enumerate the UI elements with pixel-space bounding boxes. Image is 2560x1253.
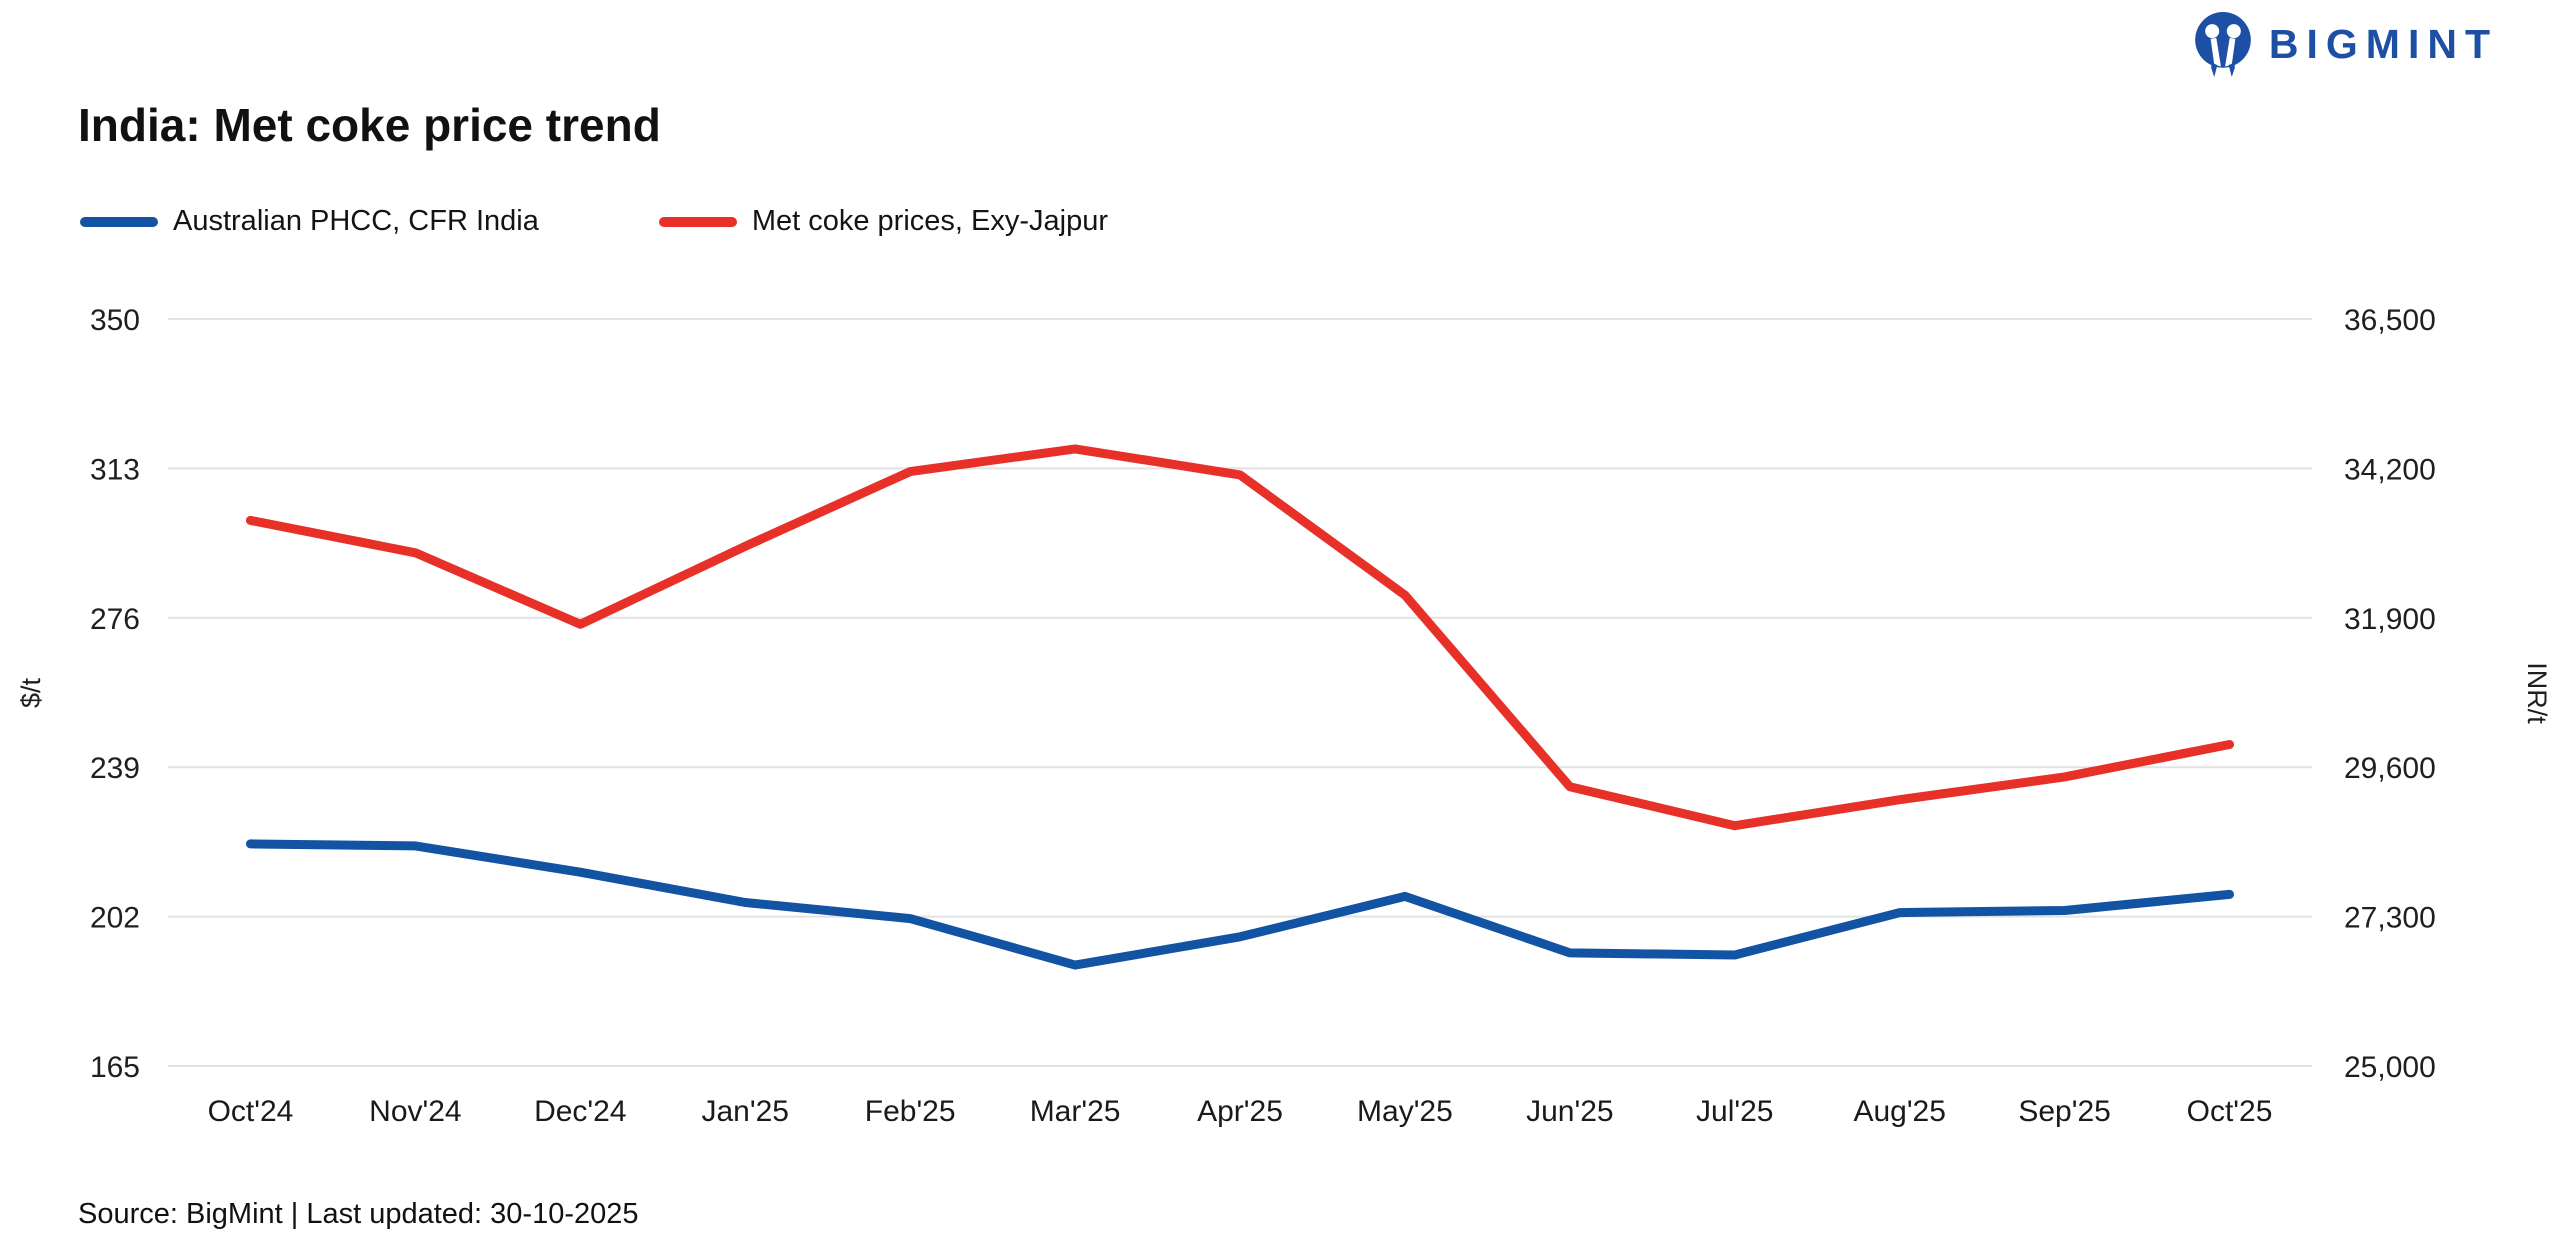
y-axis-tick-left: 313 [90,453,140,486]
x-axis-tick: Apr'25 [1197,1095,1283,1128]
y-axis-tick-right: 29,600 [2344,752,2436,785]
chart-legend: Australian PHCC, CFR India Met coke pric… [80,205,1228,238]
x-axis-tick: Oct'25 [2187,1095,2273,1128]
series-line-met-coke [245,444,2235,831]
legend-item-met-coke: Met coke prices, Exy-Jajpur [658,205,1109,238]
y-axis-tick-right: 36,500 [2344,304,2436,337]
legend-swatch-blue [80,216,158,227]
bigmint-logo: BIGMINT [2190,10,2498,78]
x-axis-tick: Dec'24 [534,1095,626,1128]
y-axis-tick-right: 25,000 [2344,1051,2436,1084]
y-axis-tick-right: 34,200 [2344,453,2436,486]
page-title: India: Met coke price trend [78,99,661,151]
y-axis-tick-right: 31,900 [2344,603,2436,636]
bigmint-owl-m-icon [2195,12,2251,77]
x-axis-tick: Jul'25 [1696,1095,1773,1128]
legend-swatch-red [658,216,737,227]
x-axis-tick: Sep'25 [2018,1095,2110,1128]
y-axis-tick-left: 350 [90,304,140,337]
legend-label: Met coke prices, Exy-Jajpur [751,205,1109,237]
series-line-australian-phcc [245,839,2235,970]
legend-item-australian-phcc: Australian PHCC, CFR India [80,205,539,238]
right-axis-title: INR/t [2522,662,2552,724]
x-axis-tick: Jun'25 [1526,1095,1613,1128]
y-axis-tick-left: 276 [90,603,140,636]
source-note: Source: BigMint | Last updated: 30-10-20… [78,1198,639,1230]
x-axis-tick: May'25 [1357,1095,1453,1128]
bigmint-logo-text: BIGMINT [2268,20,2498,67]
y-axis-tick-left: 165 [90,1051,140,1084]
x-axis-tick: Jan'25 [701,1095,788,1128]
left-axis-title: $/t [16,677,46,708]
x-axis-tick: Oct'24 [208,1095,294,1128]
y-axis-tick-left: 202 [90,902,140,935]
legend-label: Australian PHCC, CFR India [173,205,539,237]
x-axis-tick: Nov'24 [369,1095,461,1128]
y-axis-tick-right: 27,300 [2344,902,2436,935]
y-axis-tick-left: 239 [90,752,140,785]
x-axis-tick: Feb'25 [865,1095,956,1128]
x-axis-tick: Aug'25 [1853,1095,1945,1128]
x-axis-tick: Mar'25 [1030,1095,1121,1128]
